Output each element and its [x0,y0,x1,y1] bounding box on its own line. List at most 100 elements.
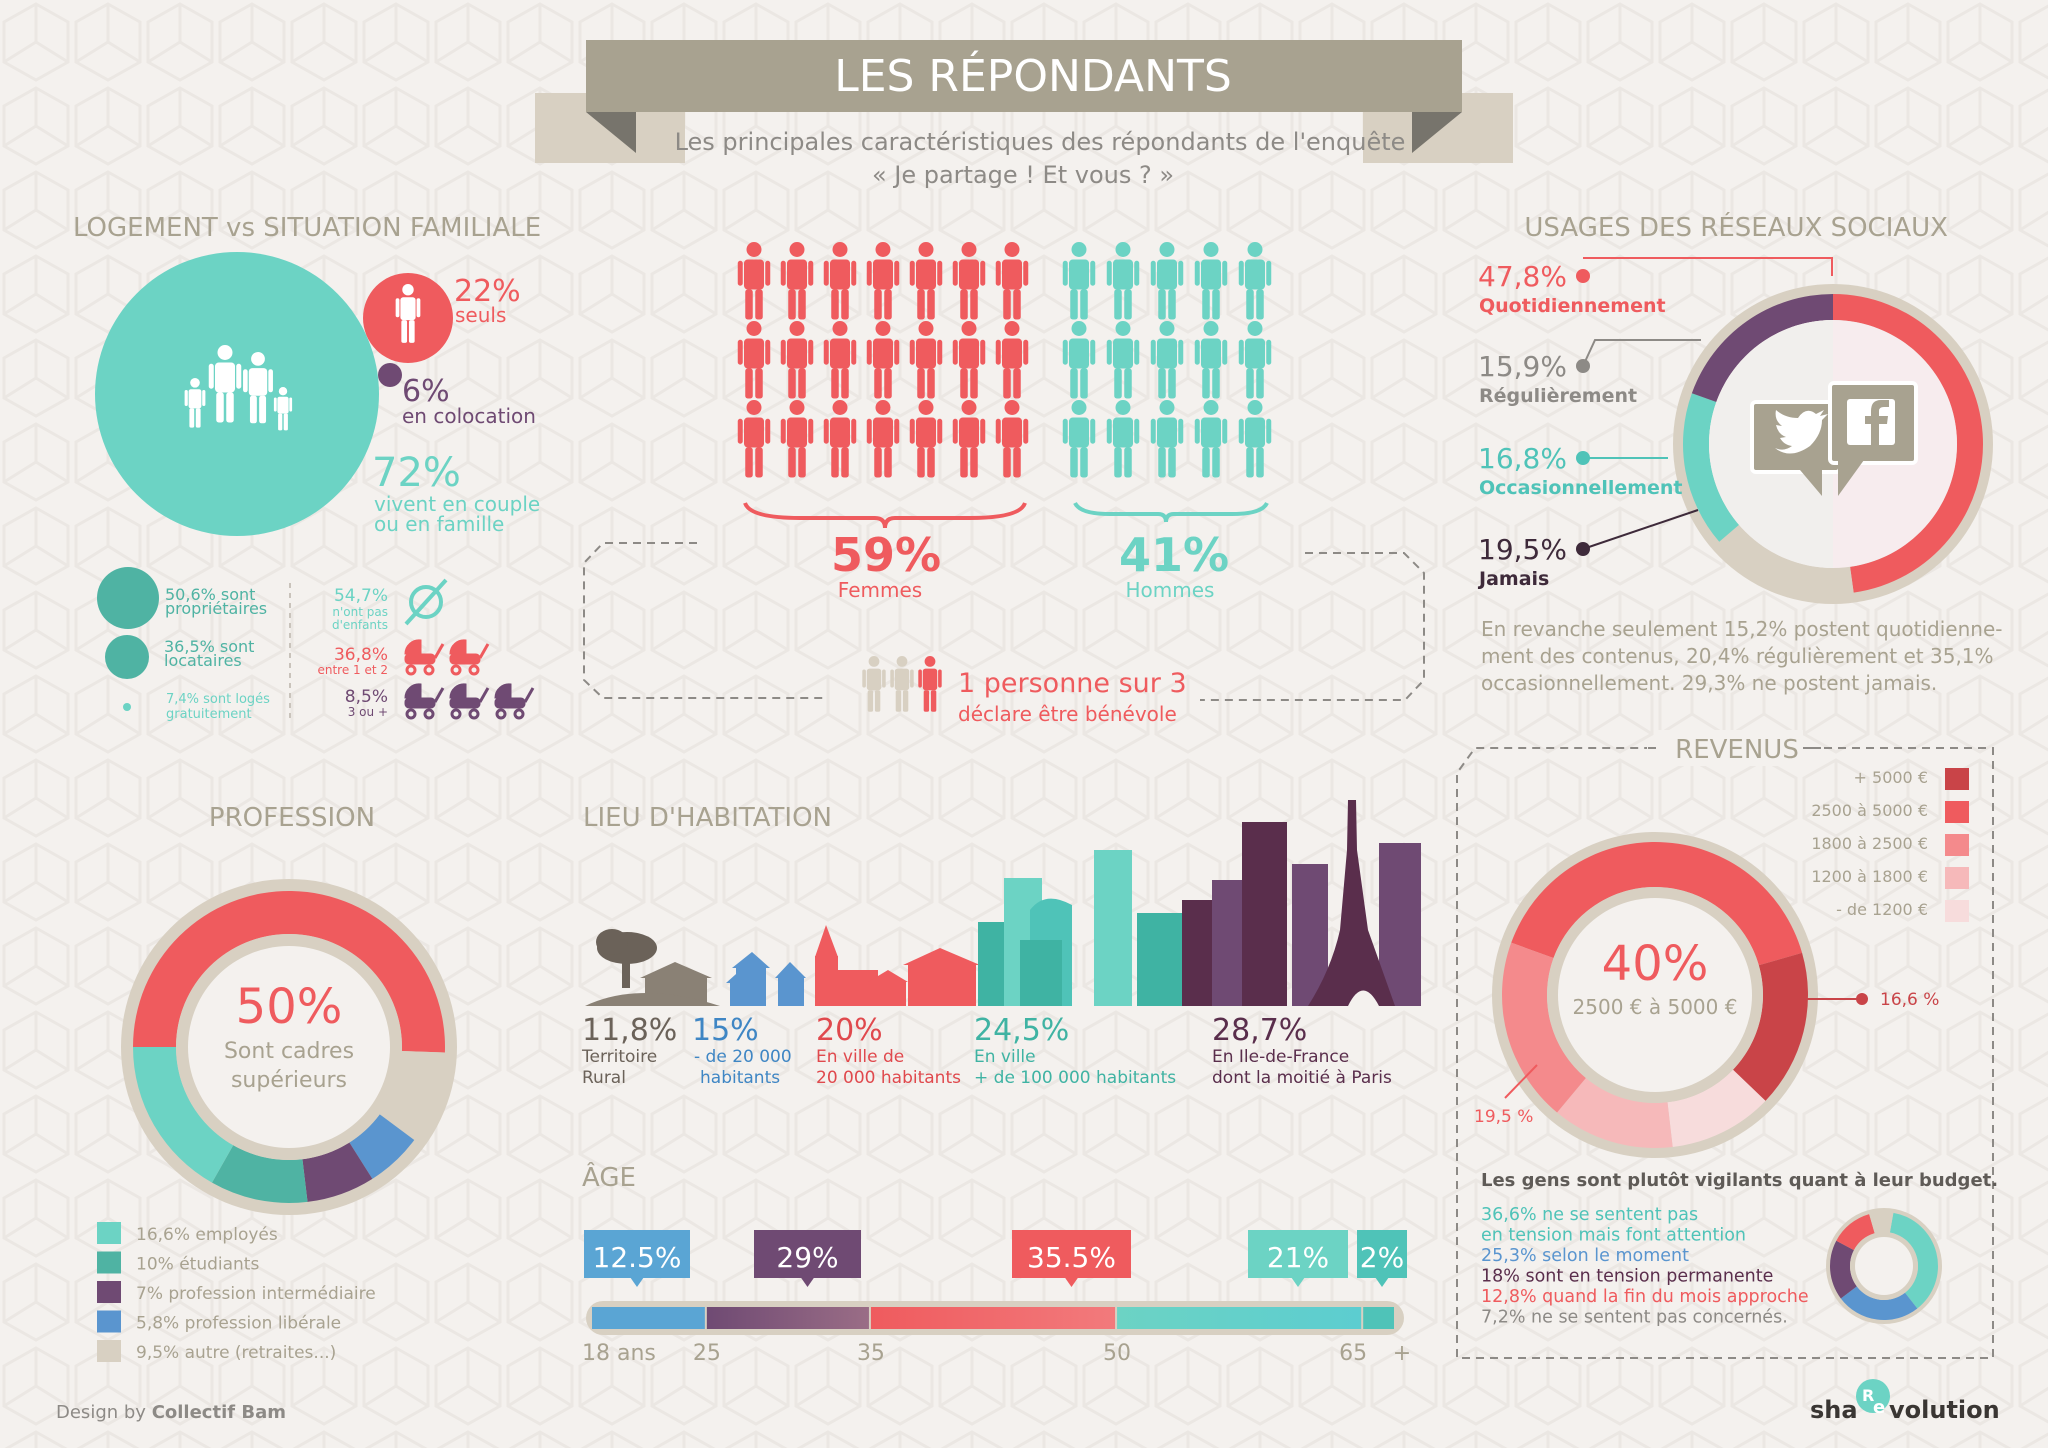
profession-legend-label-2: 7% profession intermédiaire [136,1284,376,1304]
revenus-center-pct: 40% [1602,936,1709,992]
logo-letter-e: e [1873,1397,1885,1418]
banner-title-box [586,40,1462,112]
reseaux-leader-1 [1582,339,1701,367]
age-bubble-tail-2 [1064,1277,1079,1287]
age-tick-4: 65 [1339,1341,1367,1366]
revenus-legend-label-2: 1800 à 2500 € [1811,834,1928,853]
budget-line-1: en tension mais font attention [1481,1226,1746,1246]
age-bubble-0 [584,1230,690,1278]
hommes-label: Hommes [1126,578,1215,602]
age-title: ÂGE [582,1161,636,1193]
revenus-slice-2 [1667,1069,1766,1147]
revenus-title: REVENUS [1675,735,1799,765]
credit-prefix: Design by [56,1402,146,1423]
page-subtitle-line2: « Je partage ! Et vous ? » [872,161,1174,189]
reseaux-label-1: Régulièrement [1479,385,1637,407]
profession-legend-swatch-0 [97,1222,121,1244]
lieu-line1-1: - de 20 000 [694,1047,792,1067]
page-title: LES RÉPONDANTS [834,49,1232,102]
twitter-bubble-tail [1800,470,1822,496]
budget-slice-4 [1869,1212,1894,1234]
revenus-slice-4 [1502,942,1586,1113]
femmes-icon-grid [737,242,1029,478]
age-segment-1 [706,1307,869,1329]
profession-legend-label-1: 10% étudiants [136,1255,259,1275]
eiffel-tower-icon [1308,800,1395,1006]
banner-fold-right [1412,112,1462,153]
hommes-brace [1073,501,1269,523]
hommes-icon-grid [1062,242,1272,478]
logo-text-right: volution [1889,1396,2000,1424]
revenus-legend-label-0: + 5000 € [1854,768,1928,787]
age-bubble-label-1: 29% [776,1241,838,1274]
revenus-slice-1 [1733,952,1808,1101]
callout-left-label: 19,5 % [1474,1107,1533,1127]
social-bubbles [1750,381,1918,496]
lieu-pct-4: 28,7% [1212,1013,1307,1048]
reseaux-pct-3: 19,5% [1478,533,1567,566]
revenus-legend-swatch-1 [1945,801,1969,823]
age-bubble-2 [1012,1230,1131,1278]
femmes-label: Femmes [838,578,922,602]
age-bubble-3 [1248,1230,1348,1278]
age-bubble-4 [1357,1230,1407,1278]
age-tick-2: 35 [857,1341,885,1366]
page-subtitle-line1: Les principales caractéristiques des rép… [675,128,1406,156]
reseaux-label-0: Quotidiennement [1479,295,1666,317]
town-illustration [815,925,980,1006]
budget-slice-1 [1840,1286,1918,1320]
enfants3-pct: 8,5% [345,687,388,707]
reseaux-dot-3 [1576,542,1590,556]
profession-legend-label-3: 5,8% profession libérale [136,1314,341,1334]
budget-slice-2 [1829,1240,1857,1299]
reseaux-dot-0 [1576,269,1590,283]
revenus-slice-0 [1511,842,1803,966]
age-bubble-label-0: 12.5% [593,1241,682,1274]
logo-letter-r: R [1862,1386,1874,1405]
gender-section: 59% Femmes 41% Hommes 1 personne sur 3 d… [583,242,1425,726]
revenus-legend-swatch-0 [1945,768,1969,790]
revenus-legend: + 5000 € 2500 à 5000 € 1800 à 2500 € 1200 à… [1811,768,1969,922]
revenus-legend-swatch-4 [1945,900,1969,922]
profession-center-line2: supérieurs [231,1068,347,1093]
couple-pct: 72% [372,450,461,496]
proprietaires-line1: 50,6% sont [165,585,255,604]
twitter-icon [1775,410,1828,454]
logement-section: LOGEMENT vs SITUATION FAMILIALE 22% seul… [73,213,541,722]
profession-slice-4 [212,1145,308,1203]
logo-bubble [1856,1379,1890,1413]
budget-line-2: 25,3% selon le moment [1481,1246,1689,1266]
loges-line2: gratuitement [166,707,252,722]
profession-donut [121,879,457,1215]
reseaux-title: USAGES DES RÉSEAUX SOCIAUX [1524,211,1948,243]
proprietaires-dot [97,567,159,629]
profession-inner [188,946,390,1148]
reseaux-section: USAGES DES RÉSEAUX SOCIAUX 47,8%Quotidie… [1477,211,2002,695]
sharevolution-logo[interactable]: sha R e volution [1810,1379,2000,1424]
lieu-line2-4: dont la moitié à Paris [1212,1068,1392,1088]
age-segment-0 [592,1307,705,1329]
budget-inner [1855,1237,1913,1295]
age-bubble-tail-4 [1375,1277,1389,1287]
reseaux-pct-1: 15,9% [1478,350,1567,383]
profession-title: PROFESSION [209,803,375,833]
lieu-pct-0: 11,8% [582,1013,677,1048]
lieu-line1-3: En ville [974,1047,1036,1067]
age-tick-1: 25 [693,1341,721,1366]
profession-center-line1: Sont cadres [224,1039,354,1064]
age-bubble-label-3: 21% [1267,1241,1329,1274]
reseaux-pct-2: 16,8% [1478,442,1567,475]
loges-line1: 7,4% sont logés [166,692,270,707]
enfants0-line2: d'enfants [332,618,388,632]
age-bubble-label-2: 35.5% [1027,1241,1116,1274]
age-segment-3 [1117,1307,1362,1329]
city-illustration [978,850,1183,1006]
age-bubble-tail-3 [1291,1277,1305,1287]
locataires-dot [105,635,149,679]
lieu-line2-2: 20 000 habitants [816,1068,961,1088]
lieu-section: LIEU D'HABITATION [581,800,1421,1088]
